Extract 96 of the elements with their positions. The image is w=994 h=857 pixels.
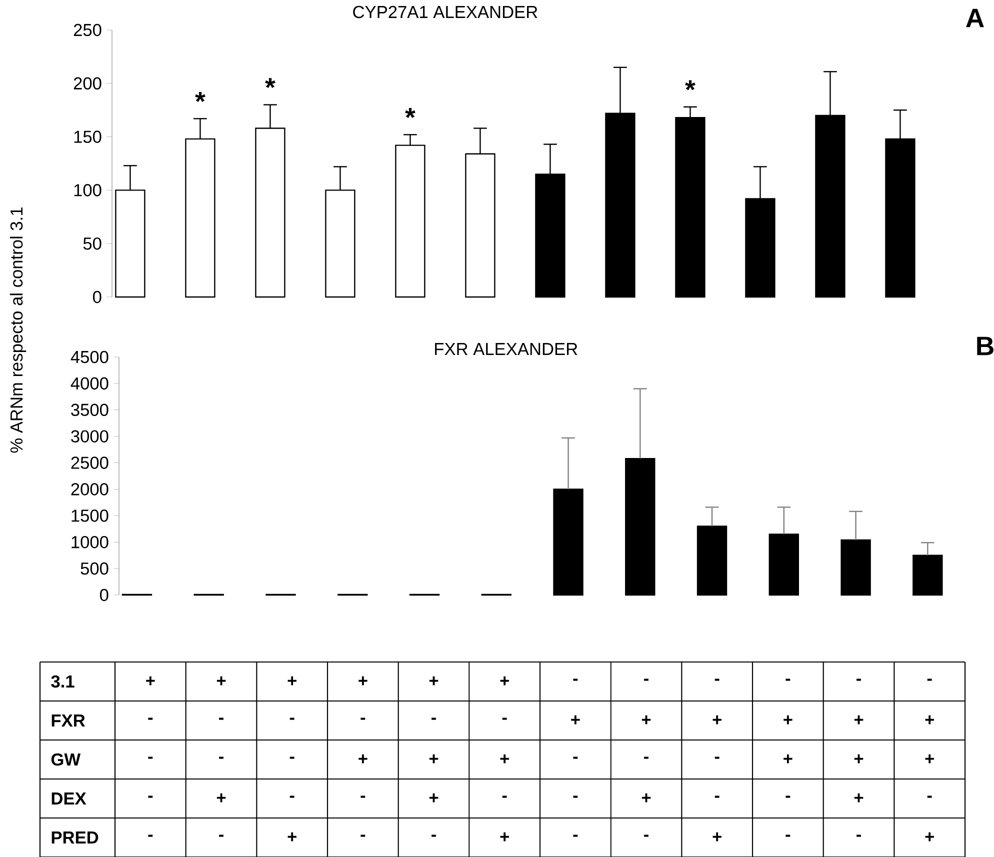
text: DEX [52,792,86,804]
text: - [290,796,294,798]
text: FXR [52,714,86,726]
chart-title: CYP27A1 ALEXANDER [353,6,538,18]
text: + [500,754,509,764]
text: - [786,796,790,798]
text: + [146,676,155,686]
text: - [219,718,224,720]
text: - [148,834,153,837]
text: - [856,678,861,681]
text: A [966,8,984,28]
text: - [432,718,436,720]
y-tick-label: 0 [92,290,102,304]
text: + [358,676,368,686]
text: + [642,715,651,724]
y-tick-label: 200 [74,77,102,90]
text: - [714,678,720,681]
text: - [714,796,720,798]
text: - [573,756,578,759]
y-tick-label: 4500 [70,350,108,364]
text: - [502,796,507,798]
text: + [500,676,509,686]
text: + [288,676,296,686]
text: - [432,834,436,837]
text: - [148,718,153,720]
y-tick-label: 2000 [71,483,108,496]
text: + [784,715,792,724]
text: 3.1 [51,675,74,688]
y-tick-label: 1000 [72,536,108,548]
text: - [573,678,578,681]
text: - [360,718,366,720]
text: + [784,754,792,764]
text: - [644,678,648,681]
text: - [219,834,224,837]
text: - [573,796,578,798]
text: - [219,756,224,759]
y-axis-title: % ARNm respecto al control 3.1 [10,208,26,453]
y-tick-label: 4000 [70,377,108,390]
y-tick-label: 100 [74,184,102,196]
text: - [148,756,153,759]
text: - [502,718,507,720]
text: - [786,834,790,837]
y-tick-label: 250 [74,24,102,36]
text: - [927,796,932,798]
data-label: * [405,108,416,118]
text: GW [51,753,81,766]
bar [625,458,656,596]
text: - [714,756,720,759]
bar [768,534,799,596]
text: - [786,678,790,681]
text: - [290,756,294,759]
bar [696,526,728,596]
y-tick-label: 0 [100,588,108,602]
text: + [925,715,934,724]
y-tick-label: 3500 [71,404,108,416]
text: + [288,832,296,842]
text: - [644,834,648,837]
text: + [925,832,934,842]
text: - [360,834,366,837]
text: + [925,754,934,764]
y-tick-label: 50 [83,237,102,250]
y-tick-label: 500 [80,562,108,575]
y-tick-label: 2500 [71,456,108,469]
text: PRED [52,832,98,844]
text: + [854,754,864,764]
data-label: * [685,80,696,90]
text: + [571,715,580,724]
text: B [977,336,994,356]
text: + [429,676,438,686]
text: - [856,834,861,837]
text: - [148,796,153,798]
text: + [854,715,864,724]
text: + [429,793,438,802]
chart-title: FXR ALEXANDER [435,343,578,355]
text: + [429,754,438,764]
text: + [712,715,722,724]
y-tick-label: 1500 [72,510,108,522]
bar [912,554,943,596]
text: + [854,793,864,802]
bar [553,488,584,596]
text: + [712,832,722,842]
text: - [290,718,294,720]
y-tick-label: 150 [74,130,102,143]
text: + [642,793,651,802]
text: - [927,678,932,681]
text: + [216,793,226,802]
y-tick-label: 3000 [71,430,108,442]
text: + [358,754,368,764]
data-label: * [195,92,206,102]
text: - [360,796,366,798]
text: + [500,832,509,842]
bar [840,539,871,596]
text: - [573,834,578,837]
text: + [216,676,226,686]
text: - [644,756,648,759]
data-label: * [265,78,276,88]
